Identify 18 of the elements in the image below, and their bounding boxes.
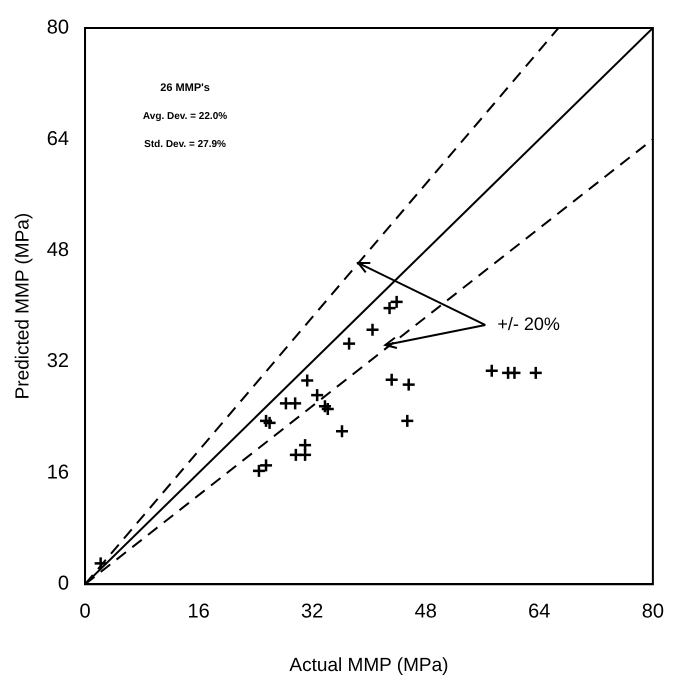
annotation: +/- 20% (497, 314, 560, 334)
y-tick-label: 0 (58, 572, 70, 595)
y-tick-label: 64 (46, 128, 70, 150)
x-axis-title: Actual MMP (MPa) (289, 654, 448, 676)
y-axis-title: Predicted MMP (MPa) (12, 212, 34, 400)
y-tick-label: 32 (46, 350, 70, 372)
x-tick-label: 48 (414, 600, 437, 623)
x-tick-label: 80 (642, 600, 664, 623)
x-tick-label: 16 (187, 600, 210, 623)
y-tick-label: 16 (46, 461, 70, 484)
y-tick-label: 48 (46, 238, 70, 261)
annotation: Std. Dev. = 27.9% (144, 138, 226, 150)
annotation: Avg. Dev. = 22.0% (142, 110, 228, 122)
x-tick-label: 0 (79, 600, 91, 623)
y-tick-label: 80 (46, 16, 70, 39)
x-tick-label: 32 (301, 600, 324, 623)
annotation: 26 MMP's (160, 82, 210, 94)
x-tick-label: 64 (528, 600, 550, 623)
